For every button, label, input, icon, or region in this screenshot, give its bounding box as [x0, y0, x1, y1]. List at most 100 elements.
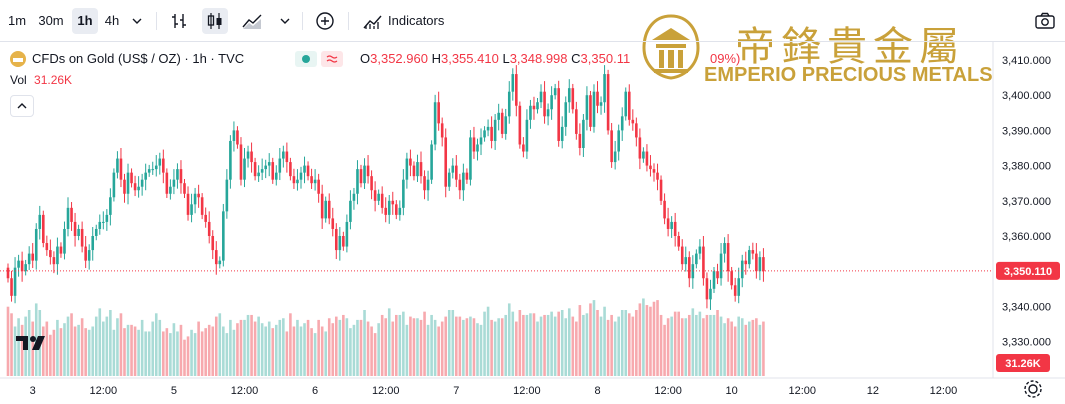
- candle: [147, 164, 151, 177]
- volume-bar: [430, 314, 433, 376]
- candle: [140, 173, 144, 196]
- volume-bar: [6, 306, 10, 376]
- volume-bar: [762, 321, 765, 376]
- candle: [112, 168, 116, 202]
- volume-bar: [73, 326, 77, 376]
- candle: [190, 193, 193, 223]
- candle: [680, 239, 684, 270]
- candle: [472, 126, 476, 159]
- candle: [585, 86, 589, 131]
- time-tick-label: 7: [453, 385, 459, 397]
- area-chart-icon[interactable]: [240, 8, 266, 34]
- volume-bar: [380, 314, 384, 376]
- indicators-button[interactable]: Indicators: [388, 13, 445, 28]
- candle: [702, 236, 705, 286]
- price-axis[interactable]: 3,330.0003,340.0003,350.0003,360.0003,37…: [1002, 55, 1051, 349]
- candle: [193, 187, 197, 214]
- chevron-down-icon[interactable]: [272, 8, 298, 34]
- candle: [546, 103, 550, 126]
- candle: [109, 188, 112, 226]
- volume-bar: [102, 321, 105, 376]
- interval-1m-button[interactable]: 1m: [7, 13, 27, 28]
- price-tags: 3,350.110 31.26K: [996, 261, 1060, 372]
- open-value: 3,352.960: [370, 51, 428, 66]
- candle: [673, 212, 677, 247]
- volume-bar: [257, 316, 260, 376]
- volume-bar: [493, 321, 497, 376]
- candle: [186, 186, 190, 221]
- volume-bar: [289, 313, 292, 376]
- low-value: 3,348.998: [509, 51, 568, 66]
- tradingview-logo[interactable]: [14, 332, 48, 354]
- candle: [624, 87, 628, 121]
- volume-bar: [204, 328, 207, 376]
- candle: [465, 168, 469, 184]
- indicators-icon[interactable]: [360, 8, 386, 34]
- volume-legend[interactable]: Vol 31.26K: [10, 73, 72, 89]
- interval-30m-button[interactable]: 30m: [38, 13, 64, 28]
- symbol-title[interactable]: CFDs on Gold (US$ / OZ) · 1h · TVC: [32, 51, 245, 66]
- candle: [758, 251, 762, 281]
- candle: [324, 196, 327, 223]
- candle: [490, 116, 493, 149]
- volume-bar: [232, 329, 236, 376]
- close-value: 3,350.11: [580, 51, 631, 66]
- candle-chart-icon[interactable]: [202, 8, 228, 34]
- candle: [387, 194, 391, 224]
- volume-bar: [17, 318, 20, 376]
- candle: [486, 119, 490, 137]
- candle: [154, 155, 158, 177]
- candle: [243, 148, 246, 188]
- volume-bar: [366, 321, 370, 376]
- volume-bar: [405, 324, 409, 376]
- volume-bar: [320, 326, 324, 376]
- volume-bar: [306, 319, 310, 376]
- candle: [677, 231, 680, 251]
- add-compare-icon[interactable]: [312, 8, 338, 34]
- volume-bar: [455, 316, 458, 376]
- collapse-legend-button[interactable]: [10, 95, 34, 117]
- volume-bar: [165, 328, 169, 376]
- candle: [352, 187, 356, 210]
- volume-bar: [698, 311, 702, 376]
- candle: [536, 98, 539, 114]
- candle: [73, 212, 77, 247]
- time-axis[interactable]: 3 12:00 5 12:00 6 12:00 7 12:00 8 12:00 10 12:00 12 1…: [30, 385, 958, 397]
- interval-1h-button[interactable]: 1h: [72, 8, 98, 34]
- volume-bar: [571, 316, 575, 376]
- candle: [144, 163, 147, 191]
- candle: [356, 160, 359, 205]
- candle: [451, 158, 455, 179]
- volume-bar: [292, 326, 296, 376]
- camera-icon[interactable]: [1032, 8, 1058, 34]
- volume-bar: [642, 298, 645, 376]
- market-open-icon: [295, 51, 317, 67]
- time-tick-label: 12:00: [788, 385, 816, 397]
- volume-bar: [222, 326, 225, 376]
- bar-chart-icon[interactable]: [166, 8, 192, 34]
- volume-bar: [666, 318, 670, 376]
- axis-settings-button[interactable]: [1022, 378, 1044, 400]
- time-tick-label: 8: [594, 385, 600, 397]
- volume-bar: [511, 311, 515, 376]
- candle: [363, 158, 366, 190]
- volume-bar: [440, 321, 444, 376]
- volume-bar: [656, 300, 659, 376]
- time-tick-label: 6: [312, 385, 318, 397]
- volume-bar: [70, 313, 73, 376]
- volume-bar: [183, 339, 186, 376]
- volume-bar: [645, 305, 649, 376]
- time-tick-label: 12:00: [930, 385, 958, 397]
- candle: [733, 277, 737, 302]
- volume-bar: [522, 314, 525, 376]
- candle: [289, 157, 292, 181]
- interval-4h-button[interactable]: 4h: [104, 13, 120, 28]
- volume-bar: [313, 333, 317, 376]
- candle: [84, 236, 87, 269]
- candle: [575, 101, 578, 140]
- volume-bar: [617, 316, 620, 376]
- volume-bar: [691, 308, 695, 376]
- volume-bar: [105, 316, 109, 376]
- chevron-down-icon[interactable]: [124, 8, 150, 34]
